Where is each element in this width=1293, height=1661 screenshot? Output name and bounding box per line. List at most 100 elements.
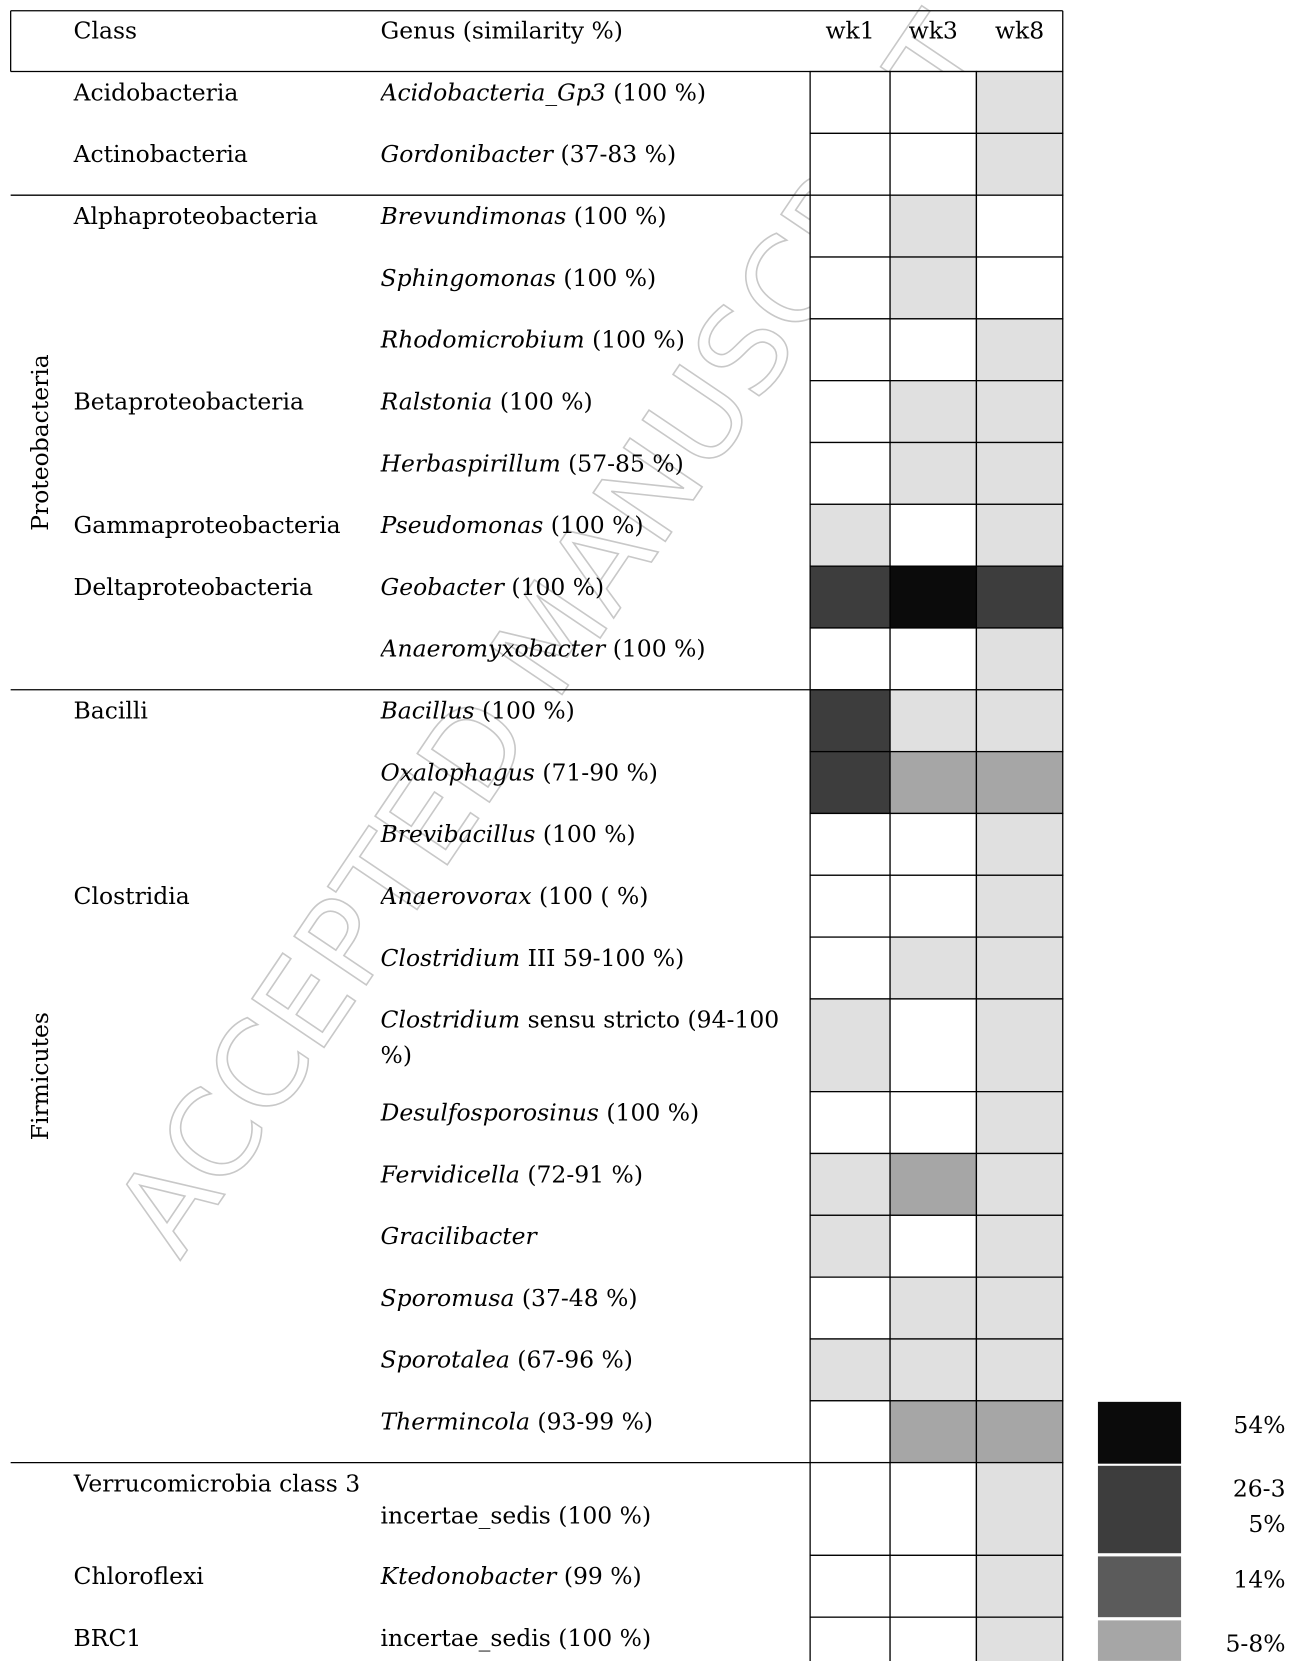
abundance-cell [889,132,978,196]
abundance-cell [809,194,891,258]
abundance-cell [889,441,978,505]
genus-cell-box: Anaerovorax (100 ( %) [381,884,649,911]
genus-cell-box: Brevundimonas (100 %) [381,204,667,231]
genus-cell-box: Thermincola (93-99 %) [380,1409,654,1436]
header-week: wk3 [909,16,958,44]
abundance-cell [809,1152,891,1216]
abundance-cell [889,689,978,753]
genus-name: Sporomusa [380,1285,515,1313]
abundance-cell [975,1616,1064,1661]
abundance-cell [889,194,978,258]
abundance-cell [889,503,978,567]
genus-cell: incertae_sedis (100 %) [381,1621,791,1656]
abundance-cell [975,750,1064,815]
class-cell-box: Gammaproteobacteria [74,509,362,544]
abundance-cell [889,1276,978,1340]
abundance-cell [975,380,1064,444]
genus-name: Gracilibacter [380,1223,537,1251]
class-cell-box: Alphaproteobacteria [74,204,318,231]
legend-item-box: 14% [1233,1567,1285,1594]
genus-cell: Rhodomicrobium (100 %) [381,323,791,358]
abundance-cell [889,750,978,815]
abundance-cell [975,874,1064,938]
genus-name: Anaeromyxobacter [380,636,606,664]
abundance-cell [809,936,891,1000]
genus-cell-box: incertae_sedis (100 %) [381,1621,791,1656]
abundance-cell [975,132,1064,196]
abundance-cell [809,1400,891,1464]
abundance-cell [889,1554,978,1618]
abundance-cell [889,874,978,938]
legend-item: 5-8% [1215,1627,1285,1661]
genus-name: Fervidicella [380,1162,520,1189]
abundance-cell [889,1091,978,1155]
class-cell-box: BRC1 [74,1626,142,1653]
genus-cell: Sporomusa (37-48 %) [381,1281,791,1316]
abundance-cell [889,1461,978,1556]
abundance-cell [975,1276,1064,1340]
genus-cell: Herbaspirillum (57-85 %) [381,447,791,482]
genus-cell-box: Sporomusa (37-48 %) [381,1281,791,1316]
genus-name: Thermincola [380,1409,530,1436]
abundance-cell [809,627,891,691]
genus-name: Sporotalea [380,1347,510,1375]
genus-cell-box: Rhodomicrobium (100 %) [381,323,791,358]
abundance-cell [889,936,978,1000]
abundance-cell [889,998,978,1093]
class-name: Acidobacteria [73,80,239,107]
abundance-cell [975,565,1064,629]
genus-cell: Gracilibacter [381,1220,791,1255]
abundance-cell [889,627,978,691]
class-cell: Actinobacteria [74,138,362,173]
genus-cell-box: Fervidicella (72-91 %) [380,1162,643,1189]
abundance-cell [889,318,978,382]
genus-cell-box: Clostridium sensu stricto (94-100 %) [381,1007,780,1069]
abundance-cell [975,627,1064,691]
abundance-cell [889,812,978,876]
class-cell: Bacilli [74,694,362,729]
legend-item-box: 54% [1233,1412,1286,1440]
genus-cell-box: Brevibacillus (100 %) [381,818,791,853]
genus-note: (71-90 %) [534,760,658,787]
genus-cell-box: Pseudomonas (100 %) [381,513,644,540]
genus-note: (100 %) [503,574,605,602]
genus-cell-box: Ralstonia (100 %) [381,389,593,416]
abundance-cell [975,194,1064,258]
legend-item: 26-35% [1215,1472,1286,1542]
legend-item-box: 5-8% [1215,1627,1285,1661]
genus-cell-box: Herbaspirillum (57-85 %) [381,447,791,482]
genus-cell: Clostridium III 59-100 %) [381,941,791,976]
genus-note: (57-85 %) [560,451,684,478]
genus-note: (100 %) [605,80,707,107]
genus-name: Rhodomicrobium [380,327,585,355]
genus-note: (100 %) [598,1100,700,1127]
genus-cell: Anaeromyxobacter (100 %) [381,632,791,667]
genus-cell-box: Gordonibacter (37-83 %) [381,142,677,169]
class-name: Bacilli [73,698,148,725]
genus-cell-box: Anaeromyxobacter (100 %) [381,632,791,667]
genus-cell-box: Bacillus (100 %) [381,698,575,725]
abundance-cell [975,318,1064,382]
genus-note: (100 %) [605,636,706,664]
genus-cell-box: Ktedonobacter (99 %) [381,1564,642,1591]
abundance-cell [975,256,1064,320]
class-cell: Deltaproteobacteria [74,570,362,605]
legend-label: 5-8% [1225,1631,1286,1658]
abundance-cell [975,1400,1064,1464]
abundance-cell [975,503,1064,567]
genus-cell-box: Geobacter (100 %) [381,574,605,602]
class-name: Actinobacteria [73,141,248,169]
genus-note: (100 %) [492,389,593,416]
abundance-cell [809,874,891,938]
header-genus: Genus (similarity %) [381,16,623,44]
abundance-cell [975,1554,1064,1618]
abundance-cell [889,1616,978,1661]
class-cell: Gammaproteobacteria [74,509,362,544]
class-name: Verrucomicrobia class 3 [73,1471,361,1498]
class-name: Clostridia [73,883,190,911]
genus-cell: Brevibacillus (100 %) [381,818,791,853]
legend-label: 54% [1233,1412,1286,1440]
class-name: Betaproteobacteria [73,389,304,416]
